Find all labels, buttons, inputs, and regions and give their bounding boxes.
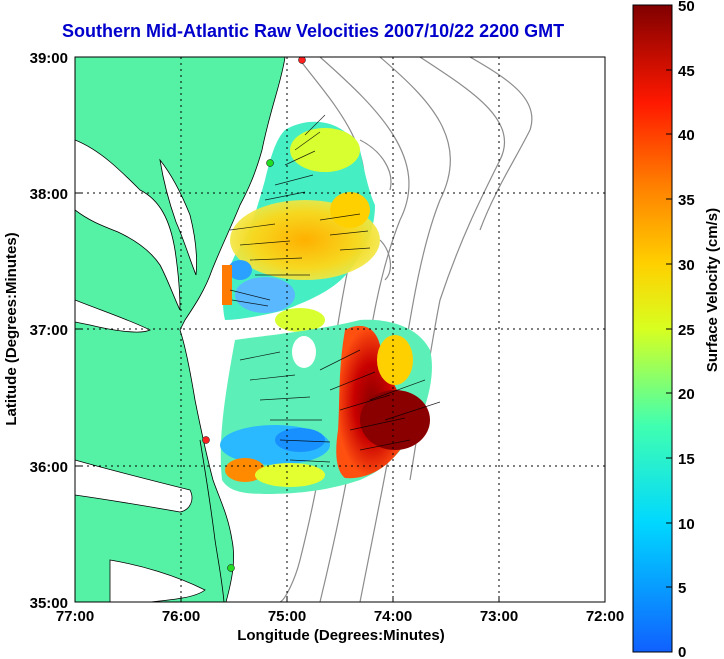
y-axis-ticks: 39:00 38:00 37:00 36:00 35:00 xyxy=(30,50,68,612)
colorbar-tick: 0 xyxy=(678,644,686,659)
colorbar-label: Surface Velocity (cm/s) xyxy=(704,208,721,372)
x-axis-label: Longitude (Degrees:Minutes) xyxy=(237,627,445,644)
colorbar-tick: 35 xyxy=(678,192,695,209)
colorbar-tick: 40 xyxy=(678,127,695,144)
y-tick-label: 36:00 xyxy=(30,459,68,476)
colorbar-gradient xyxy=(632,4,673,653)
station-marker xyxy=(266,159,274,167)
map-plot-area xyxy=(75,57,605,602)
y-axis-label: Latitude (Degrees:Minutes) xyxy=(3,232,20,425)
x-tick-label: 74:00 xyxy=(374,608,412,625)
y-tick-label: 38:00 xyxy=(30,186,68,203)
colorbar-tick: 5 xyxy=(678,580,686,597)
station-marker xyxy=(202,436,210,444)
x-axis-ticks: 77:00 76:00 75:00 74:00 73:00 72:00 xyxy=(56,608,624,625)
velocity-field xyxy=(220,114,441,494)
x-tick-label: 73:00 xyxy=(480,608,518,625)
colorbar-tick: 30 xyxy=(678,257,695,274)
colorbar-tick: 50 xyxy=(678,0,695,15)
colorbar-tick: 45 xyxy=(678,63,695,80)
colorbar-tick: 25 xyxy=(678,322,695,339)
station-marker xyxy=(298,57,306,64)
chart-title-text: Southern Mid-Atlantic Raw Velocities 200… xyxy=(62,21,565,41)
colorbar: 50 45 40 35 30 25 20 15 10 5 0 Surface V… xyxy=(632,0,721,659)
y-tick-label: 37:00 xyxy=(30,322,68,339)
x-tick-label: 76:00 xyxy=(162,608,200,625)
station-marker xyxy=(227,564,235,572)
x-tick-label: 77:00 xyxy=(56,608,94,625)
station-markers xyxy=(202,57,306,572)
y-tick-label: 39:00 xyxy=(30,50,68,67)
tick-marks xyxy=(75,192,500,602)
x-tick-label: 75:00 xyxy=(268,608,306,625)
grid-lines xyxy=(75,57,605,602)
colorbar-tick: 10 xyxy=(678,516,695,533)
colorbar-tick: 20 xyxy=(678,386,695,403)
x-tick-label: 72:00 xyxy=(586,608,624,625)
y-tick-label: 35:00 xyxy=(30,595,68,612)
colorbar-tick: 15 xyxy=(678,451,695,468)
